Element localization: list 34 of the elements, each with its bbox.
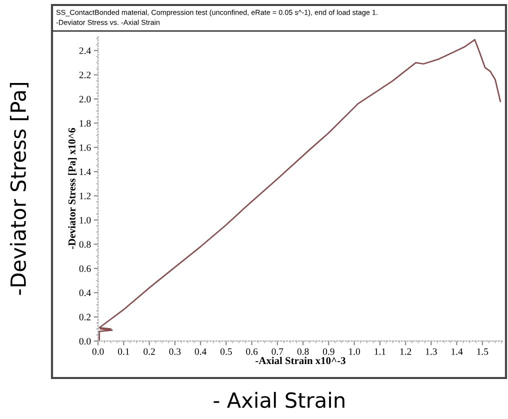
x-tick-label: 0.4 [194,348,206,355]
y-tick-label: 0.2 [79,314,91,320]
x-tick-label: 1.1 [374,348,386,355]
y-tick-label: 1.8 [80,120,91,127]
y-tick-label: 2.2 [79,72,91,78]
line-series [98,38,502,341]
x-tick-label: 0.1 [118,348,130,355]
x-tick-label: 0.2 [144,348,155,355]
y-axis-title: -Deviator Stress [Pa] x10^6 [68,128,77,250]
x-tick-label: 0.7 [272,348,284,355]
y-tick-label: 0.8 [79,241,91,248]
y-tick-label: 1.6 [80,144,91,151]
y-tick-label: 1.0 [80,216,91,224]
x-tick-label: 1.0 [349,348,360,355]
x-tick-label: 1.2 [400,348,412,355]
y-tick-label: 2.4 [79,47,91,54]
x-tick-label: 0.6 [246,348,258,355]
y-tick-label: 2.0 [79,96,91,102]
x-tick-label: 0.5 [220,348,232,355]
x-tick-label: 0.0 [92,348,104,355]
text: - Axial Strain [214,392,344,408]
x-tick-label: 0.8 [297,348,309,355]
x-tick-label: 1.3 [426,348,437,355]
y-tick-label: 0.4 [79,290,91,296]
x-tick-label: 1.4 [452,348,463,355]
x-tick-label: 1.5 [477,348,488,355]
y-tick-label: 1.2 [80,192,91,200]
y-tick-label: 0.6 [79,265,91,272]
y-tick-label: 0.0 [79,338,91,345]
text: -Deviator Stress [Pa] [10,83,28,295]
y-tick-label: 1.4 [80,168,91,176]
x-tick-label: 0.9 [322,348,334,355]
x-tick-label: 0.3 [169,348,181,355]
x-axis-title: -Axial Strain x10^-3 [256,356,346,364]
